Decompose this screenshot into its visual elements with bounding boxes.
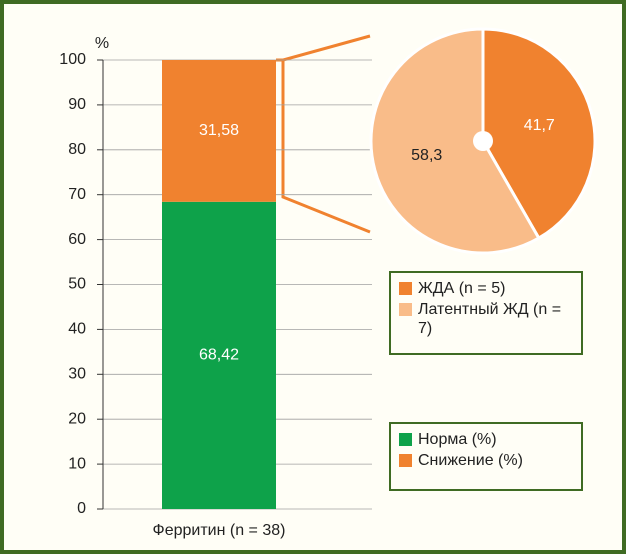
legend-item: Латентный ЖД (n = 7) bbox=[399, 300, 573, 338]
y-tick-label: 90 bbox=[68, 96, 86, 113]
bar-segment bbox=[162, 201, 276, 510]
y-tick-label: 30 bbox=[68, 366, 86, 383]
value-label: 68,42 bbox=[199, 347, 239, 364]
y-tick-label: 20 bbox=[68, 410, 86, 427]
legend-swatch bbox=[399, 303, 412, 316]
value-label: 58,3 bbox=[411, 147, 442, 164]
legend-label: Латентный ЖД (n = 7) bbox=[418, 301, 562, 337]
y-tick-label: 60 bbox=[68, 231, 86, 248]
y-tick-label: 0 bbox=[77, 500, 86, 517]
legend-swatch bbox=[399, 454, 412, 467]
legend-item: ЖДА (n = 5) bbox=[399, 279, 573, 298]
legend-swatch bbox=[399, 433, 412, 446]
y-tick-label: 50 bbox=[68, 276, 86, 293]
legend-label: Норма (%) bbox=[418, 431, 497, 448]
y-tick-label: 70 bbox=[68, 186, 86, 203]
y-tick-label: 80 bbox=[68, 141, 86, 158]
y-tick-label: 100 bbox=[59, 51, 86, 68]
pie-slice bbox=[481, 27, 597, 241]
y-tick-label: 10 bbox=[68, 455, 86, 472]
bar-segment bbox=[162, 60, 276, 202]
x-tick-label: Ферритин (n = 38) bbox=[153, 522, 286, 539]
legend-label: ЖДА (n = 5) bbox=[418, 280, 506, 297]
y-tick-label: 40 bbox=[68, 321, 86, 338]
legend-swatch bbox=[399, 282, 412, 295]
value-label: 31,58 bbox=[199, 122, 239, 139]
bar-legend: Норма (%) Снижение (%) bbox=[389, 422, 583, 491]
pie-slice bbox=[369, 27, 541, 255]
legend-label: Снижение (%) bbox=[418, 452, 523, 469]
y-axis-label: % bbox=[95, 35, 109, 52]
pie-legend: ЖДА (n = 5) Латентный ЖД (n = 7) bbox=[389, 271, 583, 355]
pie-hole bbox=[473, 131, 493, 151]
legend-item: Снижение (%) bbox=[399, 451, 573, 470]
legend-item: Норма (%) bbox=[399, 430, 573, 449]
value-label: 41,7 bbox=[524, 117, 555, 134]
connector bbox=[281, 34, 371, 234]
